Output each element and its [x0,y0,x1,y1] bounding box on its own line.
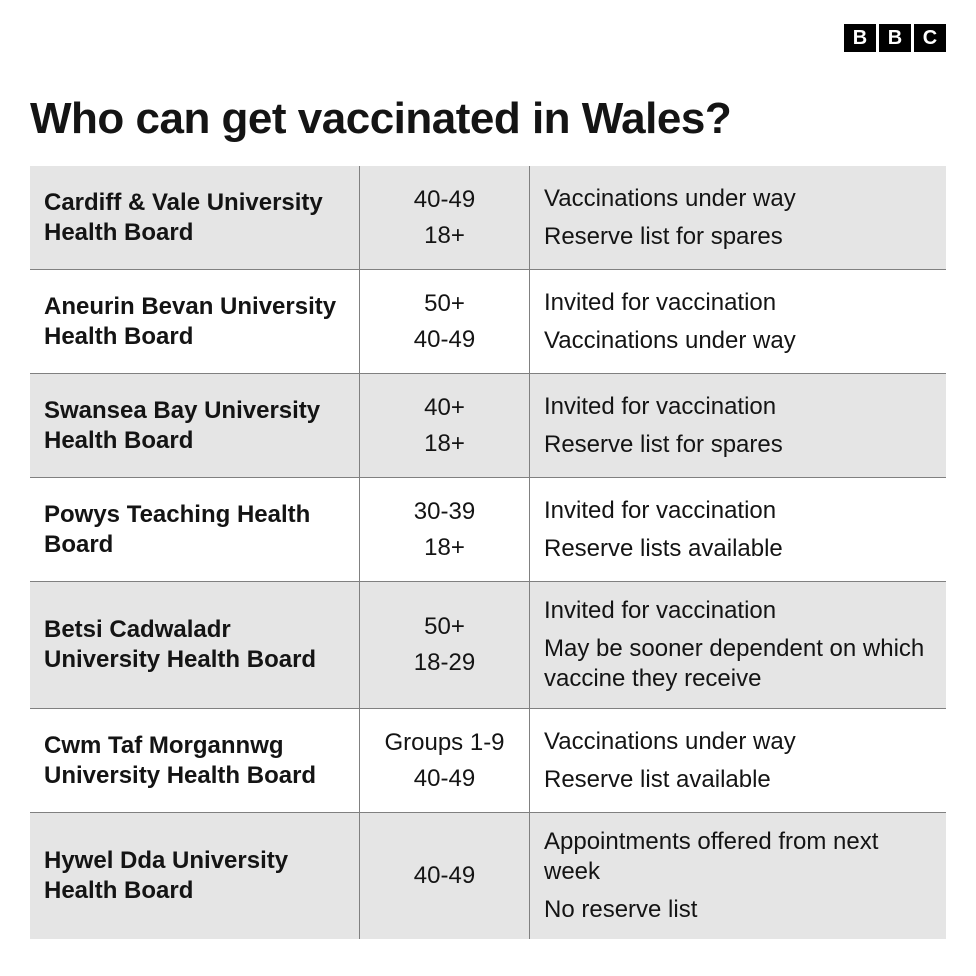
vaccination-table: Cardiff & Vale University Health Board40… [30,166,946,939]
age-group: 18-29 [414,649,475,677]
bbc-logo-b1: B [844,24,876,52]
status-cell: Vaccinations under way Reserve list avail… [530,709,946,812]
table-row: Aneurin Bevan University Health Board50+… [30,270,946,374]
status-cell: Vaccinations under way Reserve list for s… [530,166,946,269]
bbc-logo-c: C [914,24,946,52]
age-group: 50+ [424,290,465,318]
age-group: 40+ [424,394,465,422]
status-text: Invited for vaccination [544,496,932,526]
status-cell: Invited for vaccination May be sooner dep… [530,582,946,708]
health-board-name: Swansea Bay University Health Board [30,374,360,477]
table-row: Swansea Bay University Health Board40+18… [30,374,946,478]
page-title: Who can get vaccinated in Wales? [30,94,946,144]
status-text: Vaccinations under way [544,184,932,214]
status-cell: Invited for vaccination Reserve lists ava… [530,478,946,581]
age-group: 50+ [424,613,465,641]
header: B B C [30,20,946,52]
health-board-name: Hywel Dda University Health Board [30,813,360,939]
age-groups-cell: Groups 1-9 40-49 [360,709,530,812]
age-group: 18+ [424,222,465,250]
health-board-name: Cardiff & Vale University Health Board [30,166,360,269]
status-text: May be sooner dependent on which vaccine… [544,634,932,694]
bbc-logo: B B C [844,24,946,52]
status-text: Reserve list for spares [544,222,932,252]
status-text: Invited for vaccination [544,392,932,422]
age-groups-cell: 50+ 40-49 [360,270,530,373]
status-text: Reserve lists available [544,534,932,564]
status-text: Vaccinations under way [544,326,932,356]
age-group: 40-49 [414,186,475,214]
table-row: Hywel Dda University Health Board 40-49 Ap… [30,813,946,939]
status-cell: Invited for vaccination Reserve list for … [530,374,946,477]
age-groups-cell: 40+18+ [360,374,530,477]
age-group: 40-49 [414,862,475,890]
status-cell: Appointments offered from next week No re… [530,813,946,939]
status-text: Invited for vaccination [544,596,932,626]
age-groups-cell: 40-49 [360,813,530,939]
age-group: 18+ [424,534,465,562]
table-row: Betsi Cadwaladr University Health Board5… [30,582,946,709]
age-groups-cell: 30-39 18+ [360,478,530,581]
health-board-name: Powys Teaching Health Board [30,478,360,581]
status-text: Reserve list for spares [544,430,932,460]
age-group: 18+ [424,430,465,458]
age-groups-cell: 50+ 18-29 [360,582,530,708]
age-group: 40-49 [414,326,475,354]
table-row: Cwm Taf Morgannwg University Health Boar… [30,709,946,813]
status-cell: Invited for vaccination Vaccinations unde… [530,270,946,373]
status-text: Invited for vaccination [544,288,932,318]
table-row: Cardiff & Vale University Health Board40… [30,166,946,270]
table-row: Powys Teaching Health Board 30-39 18+ Invit… [30,478,946,582]
health-board-name: Betsi Cadwaladr University Health Board [30,582,360,708]
status-text: Vaccinations under way [544,727,932,757]
status-text: Reserve list available [544,765,932,795]
age-group: 30-39 [414,498,475,526]
status-text: Appointments offered from next week [544,827,932,887]
health-board-name: Aneurin Bevan University Health Board [30,270,360,373]
health-board-name: Cwm Taf Morgannwg University Health Boar… [30,709,360,812]
bbc-logo-b2: B [879,24,911,52]
age-group: Groups 1-9 [384,729,504,757]
status-text: No reserve list [544,895,932,925]
age-groups-cell: 40-49 18+ [360,166,530,269]
age-group: 40-49 [414,765,475,793]
